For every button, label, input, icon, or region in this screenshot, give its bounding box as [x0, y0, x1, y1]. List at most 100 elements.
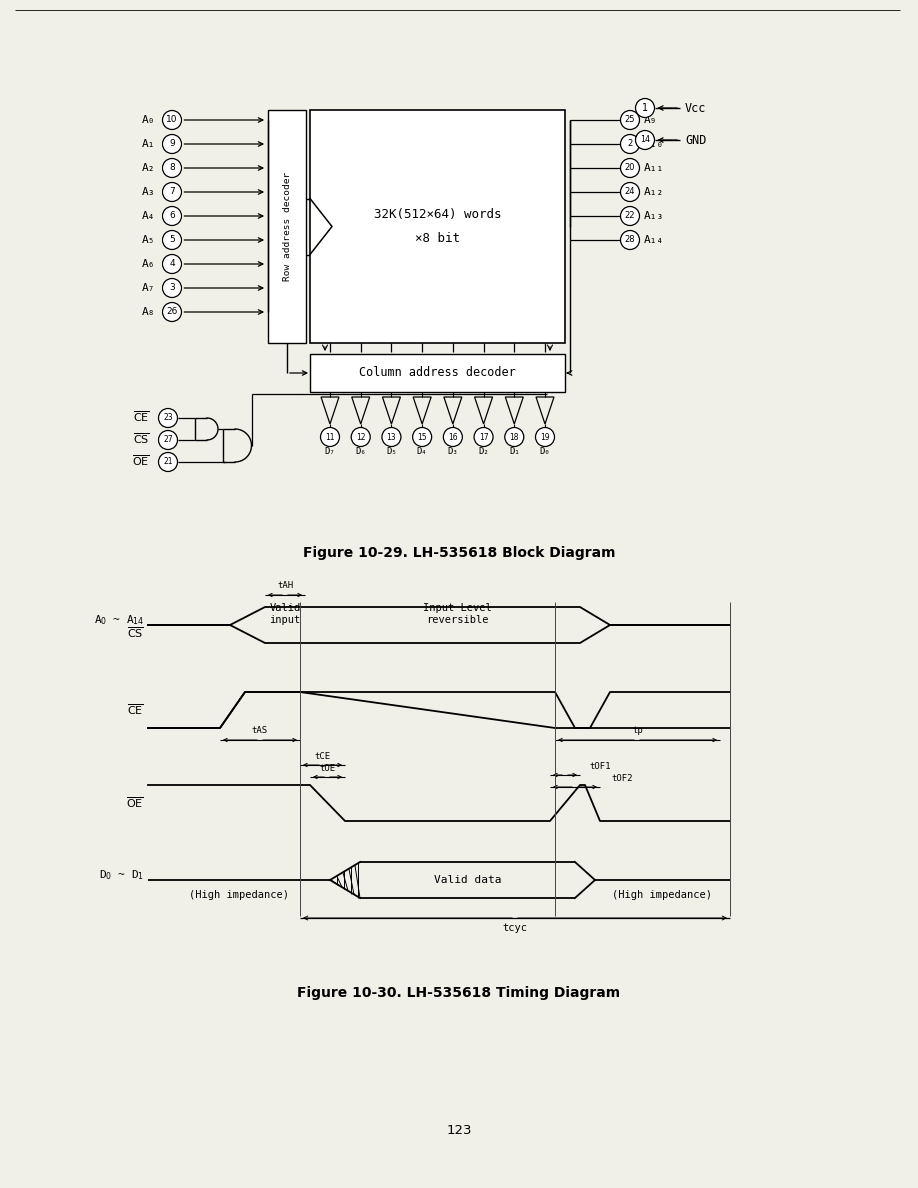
Text: A₂: A₂ [141, 163, 155, 173]
Text: 10: 10 [166, 115, 178, 125]
Text: ×8 bit: ×8 bit [415, 232, 460, 245]
Text: 8: 8 [169, 164, 174, 172]
Circle shape [162, 183, 182, 202]
Text: 27: 27 [163, 436, 173, 444]
Circle shape [413, 428, 431, 447]
Text: 32K(512×64) words: 32K(512×64) words [374, 208, 501, 221]
Text: 21: 21 [163, 457, 173, 467]
Text: D₂: D₂ [478, 448, 489, 456]
Circle shape [621, 134, 640, 153]
Text: 6: 6 [169, 211, 174, 221]
Text: A₅: A₅ [141, 235, 155, 245]
Bar [310, 354, 565, 392]
Circle shape [320, 428, 340, 447]
Text: 22: 22 [625, 211, 635, 221]
Text: 11: 11 [325, 432, 335, 442]
Text: tAH: tAH [277, 581, 293, 590]
Circle shape [159, 409, 177, 428]
Text: 12: 12 [356, 432, 365, 442]
Text: tOF2: tOF2 [611, 775, 633, 783]
Circle shape [635, 99, 655, 118]
Text: 5: 5 [169, 235, 174, 245]
Text: tOE: tOE [319, 764, 336, 773]
Circle shape [621, 110, 640, 129]
Text: A₈: A₈ [141, 307, 155, 317]
Circle shape [443, 428, 463, 447]
Text: Figure 10-29. LH-535618 Block Diagram: Figure 10-29. LH-535618 Block Diagram [303, 546, 615, 560]
Text: 7: 7 [169, 188, 174, 196]
Text: 19: 19 [540, 432, 550, 442]
Text: A₆: A₆ [141, 259, 155, 268]
Text: 13: 13 [386, 432, 397, 442]
Text: A₁₂: A₁₂ [644, 187, 664, 197]
Text: A₁₃: A₁₃ [644, 211, 664, 221]
Circle shape [159, 453, 177, 472]
Text: Valid
input: Valid input [269, 604, 300, 625]
Text: 123: 123 [446, 1124, 472, 1137]
Text: A₄: A₄ [141, 211, 155, 221]
Text: $\overline{\rm OE}$: $\overline{\rm OE}$ [126, 796, 144, 810]
Text: 16: 16 [448, 432, 458, 442]
Circle shape [635, 131, 655, 150]
Text: $\overline{\rm OE}$: $\overline{\rm OE}$ [132, 454, 150, 468]
Text: 15: 15 [418, 432, 427, 442]
Text: $\overline{\rm CE}$: $\overline{\rm CE}$ [133, 410, 150, 424]
Text: 2: 2 [627, 139, 633, 148]
Circle shape [162, 207, 182, 226]
Text: Figure 10-30. LH-535618 Timing Diagram: Figure 10-30. LH-535618 Timing Diagram [297, 986, 621, 1000]
Text: Valid data: Valid data [433, 876, 501, 885]
Text: A$_0$ ~ A$_{14}$: A$_0$ ~ A$_{14}$ [94, 613, 144, 627]
Text: tp: tp [633, 726, 643, 735]
Text: A₃: A₃ [141, 187, 155, 197]
Text: D₀: D₀ [540, 448, 551, 456]
Circle shape [474, 428, 493, 447]
Text: A₁₄: A₁₄ [644, 235, 664, 245]
Text: D₇: D₇ [325, 448, 335, 456]
Text: D₆: D₆ [355, 448, 366, 456]
Text: 1: 1 [642, 103, 648, 113]
Text: D₁: D₁ [509, 448, 520, 456]
Text: (High impedance): (High impedance) [612, 890, 712, 901]
Text: GND: GND [685, 133, 706, 146]
Circle shape [535, 428, 554, 447]
Text: 14: 14 [640, 135, 650, 145]
Text: tcyc: tcyc [502, 923, 528, 933]
Text: Input Level
reversible: Input Level reversible [423, 604, 492, 625]
Text: 4: 4 [169, 259, 174, 268]
Text: tOF1: tOF1 [589, 762, 610, 771]
Circle shape [505, 428, 524, 447]
Text: (High impedance): (High impedance) [189, 890, 289, 901]
Circle shape [621, 230, 640, 249]
Circle shape [162, 158, 182, 177]
Text: D₃: D₃ [447, 448, 458, 456]
Text: A₀: A₀ [141, 115, 155, 125]
Text: 3: 3 [169, 284, 174, 292]
Text: A₁: A₁ [141, 139, 155, 148]
Text: Vcc: Vcc [685, 101, 706, 114]
Text: 17: 17 [479, 432, 488, 442]
Text: 25: 25 [625, 115, 635, 125]
Circle shape [162, 254, 182, 273]
Text: 28: 28 [624, 235, 635, 245]
Circle shape [162, 303, 182, 322]
Text: $\overline{\rm CS}$: $\overline{\rm CS}$ [128, 626, 144, 640]
Text: 26: 26 [166, 308, 178, 316]
Circle shape [162, 110, 182, 129]
Bar [310, 110, 565, 343]
Text: tCE: tCE [315, 752, 330, 762]
Text: D₅: D₅ [386, 448, 397, 456]
Bar [268, 110, 306, 343]
Text: 9: 9 [169, 139, 174, 148]
Text: tAS: tAS [252, 726, 268, 735]
Circle shape [621, 207, 640, 226]
Circle shape [621, 158, 640, 177]
Text: A₁₀: A₁₀ [644, 139, 664, 148]
Circle shape [162, 230, 182, 249]
Text: A₉: A₉ [644, 115, 657, 125]
Text: A₁₁: A₁₁ [644, 163, 664, 173]
Text: 20: 20 [625, 164, 635, 172]
Text: Column address decoder: Column address decoder [359, 367, 516, 379]
Text: 18: 18 [509, 432, 519, 442]
Text: 23: 23 [163, 413, 173, 423]
Circle shape [159, 430, 177, 449]
